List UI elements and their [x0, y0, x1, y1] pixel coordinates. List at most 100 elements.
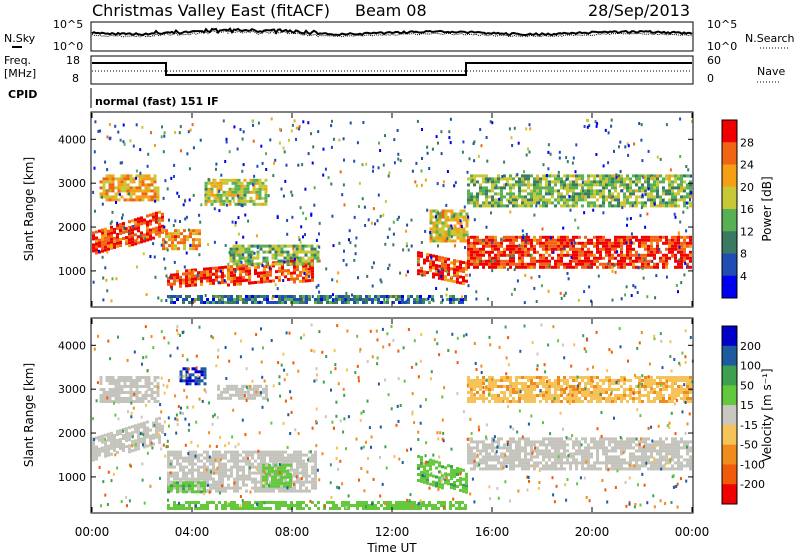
data-cell	[102, 180, 106, 184]
data-cell	[432, 263, 435, 267]
data-cell	[653, 202, 656, 206]
data-cell	[111, 210, 114, 214]
data-cell	[125, 236, 128, 240]
data-cell	[509, 443, 512, 447]
data-cell	[110, 443, 113, 447]
data-cell	[473, 218, 476, 222]
data-cell	[188, 301, 191, 304]
data-cell	[690, 174, 692, 178]
data-cell	[491, 449, 494, 453]
data-cell	[347, 298, 350, 301]
data-cell	[249, 190, 253, 194]
data-cell	[150, 391, 154, 394]
data-cell	[174, 238, 177, 242]
data-cell	[680, 198, 683, 202]
data-cell	[267, 194, 270, 198]
data-cell	[111, 183, 115, 187]
data-cell	[536, 238, 539, 242]
data-cell	[185, 459, 188, 463]
data-cell	[641, 464, 644, 468]
data-cell	[470, 198, 473, 202]
data-cell	[146, 214, 149, 218]
data-cell	[419, 301, 422, 304]
data-cell	[583, 211, 586, 215]
data-cell	[314, 456, 317, 460]
data-cell	[503, 186, 506, 190]
data-cell	[299, 453, 302, 457]
data-cell	[258, 196, 262, 200]
data-cell	[266, 483, 269, 487]
data-cell	[275, 486, 278, 490]
data-cell	[444, 236, 448, 240]
data-cell	[566, 235, 569, 239]
data-cell	[296, 471, 299, 475]
data-cell	[470, 195, 473, 199]
data-cell	[138, 376, 142, 379]
data-cell	[194, 277, 197, 281]
data-cell	[596, 461, 599, 465]
data-cell	[203, 373, 207, 377]
data-cell	[638, 180, 641, 184]
data-cell	[444, 263, 447, 267]
data-cell	[415, 161, 418, 165]
data-cell	[247, 396, 250, 400]
data-cell	[647, 198, 650, 202]
data-cell	[221, 462, 224, 466]
data-cell	[575, 186, 578, 190]
data-cell	[268, 244, 272, 248]
data-cell	[188, 295, 191, 298]
data-cell	[170, 285, 173, 289]
data-cell	[653, 464, 656, 468]
data-cell	[659, 259, 662, 263]
data-cell	[599, 437, 602, 441]
data-cell	[587, 180, 590, 184]
data-cell	[281, 456, 284, 460]
data-cell	[278, 275, 281, 279]
data-cell	[551, 452, 554, 456]
data-cell	[626, 461, 629, 465]
data-cell	[233, 273, 236, 277]
data-cell	[521, 238, 524, 242]
data-cell	[500, 241, 503, 245]
data-cell	[548, 467, 551, 471]
data-cell	[163, 225, 166, 229]
data-cell	[323, 298, 326, 301]
data-cell	[602, 247, 605, 251]
data-cell	[614, 247, 617, 251]
data-cell	[509, 262, 512, 266]
data-cell	[428, 301, 431, 304]
nsearch-label: N.Search	[745, 32, 795, 45]
data-cell	[206, 270, 209, 274]
data-cell	[424, 178, 427, 182]
data-cell	[318, 245, 321, 249]
data-cell	[491, 464, 494, 468]
data-cell	[156, 388, 160, 391]
data-cell	[661, 199, 664, 202]
data-cell	[305, 489, 308, 493]
data-cell	[435, 475, 438, 479]
data-cell	[521, 464, 524, 468]
data-cell	[341, 298, 344, 301]
data-cell	[549, 236, 552, 240]
data-cell	[290, 298, 293, 301]
data-cell	[241, 169, 244, 173]
data-cell	[136, 265, 138, 269]
data-cell	[563, 440, 566, 444]
data-cell	[127, 226, 130, 230]
data-cell	[116, 441, 119, 445]
data-cell	[539, 180, 542, 184]
data-cell	[435, 215, 437, 219]
data-cell	[438, 485, 441, 489]
data-cell	[438, 215, 442, 219]
data-cell	[126, 186, 130, 190]
data-cell	[371, 284, 374, 288]
data-cell	[542, 256, 545, 260]
data-cell	[423, 471, 426, 475]
data-cell	[289, 262, 293, 266]
data-cell	[128, 241, 131, 245]
data-cell	[363, 205, 366, 209]
noise-right-tick-top: 10^5	[707, 18, 737, 31]
data-cell	[420, 251, 423, 255]
data-cell	[587, 186, 590, 190]
data-cell	[650, 174, 653, 178]
